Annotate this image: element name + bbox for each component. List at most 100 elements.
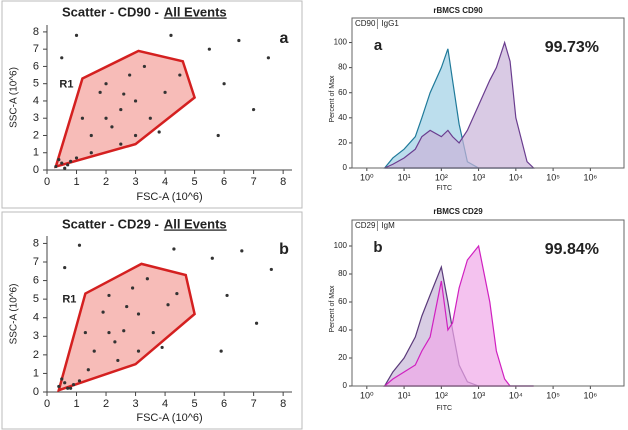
data-point <box>148 116 152 120</box>
x-tick-label: 10² <box>435 172 448 182</box>
data-point <box>210 256 214 260</box>
data-point <box>172 247 176 251</box>
x-axis-label: FITC <box>437 185 453 192</box>
data-point <box>252 107 256 112</box>
x-tick-label: 8 <box>280 176 286 188</box>
x-tick-label: 3 <box>132 176 138 188</box>
title-link[interactable]: All Events <box>164 216 227 231</box>
data-point <box>66 163 70 167</box>
y-tick-label: 8 <box>33 237 39 249</box>
panel-label: a <box>280 30 289 47</box>
data-point <box>266 56 270 60</box>
data-point <box>63 265 67 270</box>
data-point <box>122 92 126 96</box>
data-point <box>160 345 164 350</box>
x-tick-label: 10⁶ <box>583 390 597 400</box>
chart-title: rBMCS CD90 <box>433 6 483 15</box>
x-tick-label: 7 <box>251 398 257 410</box>
data-point <box>116 358 120 363</box>
plot-frame <box>351 17 625 169</box>
data-point <box>178 73 182 77</box>
y-tick-label: 0 <box>33 164 39 176</box>
x-tick-label: 7 <box>251 176 257 188</box>
x-tick-label: 2 <box>103 176 109 188</box>
x-tick-label: 10¹ <box>398 172 411 182</box>
x-tick-label: 8 <box>280 398 286 410</box>
data-point <box>216 133 220 138</box>
x-tick-label: 6 <box>221 398 227 410</box>
data-point <box>169 33 173 37</box>
x-tick-label: 10³ <box>472 390 485 400</box>
y-tick-label: 7 <box>33 43 39 55</box>
data-point <box>113 340 117 344</box>
x-tick-label: 10² <box>435 390 448 400</box>
data-point <box>163 90 167 94</box>
x-tick-label: 4 <box>162 176 168 188</box>
data-point <box>131 286 135 290</box>
plot-frame <box>351 219 625 387</box>
x-tick-label: 10⁴ <box>509 172 523 182</box>
chart-title: Scatter - CD90 - <box>62 4 159 19</box>
y-tick-label: 40 <box>338 325 347 334</box>
y-tick-label: 100 <box>334 241 348 250</box>
x-tick-label: 1 <box>73 398 79 410</box>
data-point <box>133 133 138 138</box>
region-label: R1 <box>62 293 76 305</box>
axes <box>46 236 292 393</box>
data-point <box>86 368 90 372</box>
data-point <box>240 249 244 253</box>
x-tick-label: 10⁴ <box>509 390 523 400</box>
y-tick-label: 2 <box>33 129 39 141</box>
x-axis-label: FITC <box>437 405 453 412</box>
y-tick-label: 5 <box>33 293 39 305</box>
y-axis-label: Percent of Max <box>329 75 336 123</box>
data-point <box>136 312 141 316</box>
data-point <box>133 99 138 103</box>
x-tick-label: 0 <box>44 176 50 188</box>
data-point <box>151 330 155 335</box>
x-tick-label: 10⁵ <box>546 172 560 182</box>
y-tick-label: 100 <box>334 38 348 47</box>
data-point <box>225 293 229 298</box>
data-point <box>83 330 87 335</box>
data-point <box>54 164 58 169</box>
data-point <box>166 303 170 307</box>
y-tick-label: 3 <box>33 330 39 342</box>
y-tick-label: 60 <box>338 297 347 306</box>
y-tick-label: 0 <box>343 163 348 172</box>
data-point <box>89 151 93 155</box>
data-point <box>207 47 211 51</box>
x-tick-label: 10⁶ <box>583 172 597 182</box>
x-tick-label: 3 <box>132 398 138 410</box>
data-point <box>80 116 85 120</box>
x-tick-label: 10¹ <box>398 390 411 400</box>
x-tick-label: 10⁰ <box>360 172 374 182</box>
y-tick-label: 3 <box>33 112 39 124</box>
title-link[interactable]: All Events <box>164 4 227 19</box>
legend-label: IgM <box>381 221 395 230</box>
y-tick-label: 80 <box>338 269 347 278</box>
panel-label: b <box>279 241 289 258</box>
y-axis-label: SSC-A (10^6) <box>9 67 20 128</box>
data-point <box>92 349 96 353</box>
data-point <box>74 156 79 160</box>
data-point <box>60 161 64 165</box>
y-tick-label: 2 <box>33 349 39 361</box>
data-point <box>77 243 82 247</box>
data-point <box>57 158 61 162</box>
x-tick-label: 4 <box>162 398 168 410</box>
legend-label: IgG1 <box>381 19 399 28</box>
data-point <box>219 349 223 353</box>
y-tick-label: 4 <box>33 95 39 107</box>
data-point <box>66 386 70 390</box>
data-point <box>74 33 79 37</box>
y-tick-label: 7 <box>33 256 39 268</box>
data-point <box>142 64 147 69</box>
data-point <box>104 116 108 120</box>
data-point <box>110 125 114 129</box>
data-point <box>269 267 273 272</box>
region-label: R1 <box>59 78 73 90</box>
data-point <box>237 38 241 43</box>
x-tick-label: 10⁰ <box>360 390 374 400</box>
data-point <box>107 293 111 298</box>
